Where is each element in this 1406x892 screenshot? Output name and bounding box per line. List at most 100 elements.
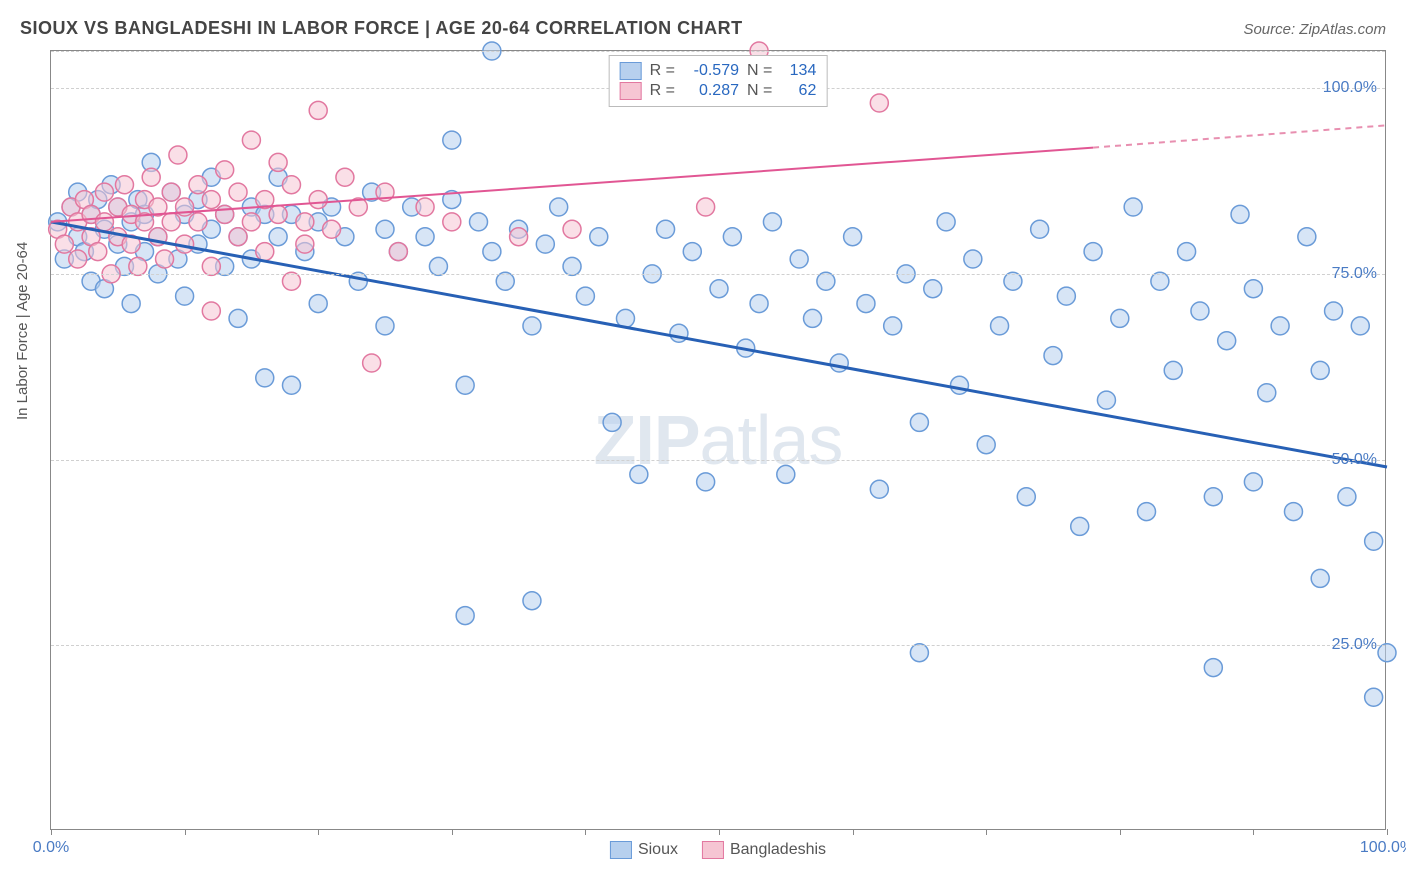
data-point bbox=[1244, 473, 1262, 491]
legend-series-label: Sioux bbox=[638, 841, 678, 859]
data-point bbox=[1325, 302, 1343, 320]
data-point bbox=[309, 191, 327, 209]
data-point bbox=[296, 235, 314, 253]
data-point bbox=[483, 243, 501, 261]
scatter-plot-svg bbox=[51, 51, 1385, 829]
data-point bbox=[870, 480, 888, 498]
gridline bbox=[51, 51, 1385, 52]
data-point bbox=[697, 473, 715, 491]
x-tick bbox=[51, 829, 52, 835]
data-point bbox=[1138, 503, 1156, 521]
chart-title: SIOUX VS BANGLADESHI IN LABOR FORCE | AG… bbox=[20, 18, 743, 39]
data-point bbox=[1204, 488, 1222, 506]
data-point bbox=[1057, 287, 1075, 305]
data-point bbox=[1084, 243, 1102, 261]
data-point bbox=[510, 228, 528, 246]
data-point bbox=[977, 436, 995, 454]
r-label: R = bbox=[650, 82, 675, 100]
data-point bbox=[470, 213, 488, 231]
data-point bbox=[1017, 488, 1035, 506]
n-label: N = bbox=[747, 62, 772, 80]
legend-series-item: Sioux bbox=[610, 841, 678, 859]
data-point bbox=[1231, 205, 1249, 223]
data-point bbox=[202, 257, 220, 275]
data-point bbox=[142, 168, 160, 186]
legend-series-item: Bangladeshis bbox=[702, 841, 826, 859]
data-point bbox=[950, 376, 968, 394]
data-point bbox=[723, 228, 741, 246]
data-point bbox=[750, 295, 768, 313]
chart-source: Source: ZipAtlas.com bbox=[1243, 21, 1386, 38]
data-point bbox=[189, 213, 207, 231]
data-point bbox=[269, 228, 287, 246]
data-point bbox=[95, 213, 113, 231]
data-point bbox=[844, 228, 862, 246]
x-tick bbox=[853, 829, 854, 835]
x-tick bbox=[1387, 829, 1388, 835]
data-point bbox=[389, 243, 407, 261]
data-point bbox=[1311, 569, 1329, 587]
data-point bbox=[1271, 317, 1289, 335]
data-point bbox=[55, 235, 73, 253]
data-point bbox=[89, 243, 107, 261]
data-point bbox=[1191, 302, 1209, 320]
data-point bbox=[349, 272, 367, 290]
data-point bbox=[657, 220, 675, 238]
data-point bbox=[884, 317, 902, 335]
data-point bbox=[229, 228, 247, 246]
data-point bbox=[256, 369, 274, 387]
x-tick bbox=[986, 829, 987, 835]
x-tick bbox=[585, 829, 586, 835]
n-value: 134 bbox=[780, 62, 816, 80]
data-point bbox=[1031, 220, 1049, 238]
data-point bbox=[169, 146, 187, 164]
gridline bbox=[51, 460, 1385, 461]
data-point bbox=[870, 94, 888, 112]
data-point bbox=[523, 317, 541, 335]
data-point bbox=[309, 101, 327, 119]
data-point bbox=[162, 183, 180, 201]
data-point bbox=[830, 354, 848, 372]
legend-series: Sioux Bangladeshis bbox=[610, 841, 826, 859]
legend-correlation-row: R =0.287N =62 bbox=[620, 82, 817, 100]
x-tick bbox=[318, 829, 319, 835]
data-point bbox=[1378, 644, 1396, 662]
data-point bbox=[1244, 280, 1262, 298]
data-point bbox=[336, 168, 354, 186]
r-value: -0.579 bbox=[683, 62, 739, 80]
y-tick-label: 25.0% bbox=[1332, 636, 1377, 654]
data-point bbox=[563, 220, 581, 238]
x-tick-label: 100.0% bbox=[1360, 839, 1406, 857]
data-point bbox=[590, 228, 608, 246]
data-point bbox=[443, 131, 461, 149]
data-point bbox=[924, 280, 942, 298]
data-point bbox=[1111, 309, 1129, 327]
legend-swatch bbox=[620, 82, 642, 100]
data-point bbox=[790, 250, 808, 268]
data-point bbox=[416, 198, 434, 216]
data-point bbox=[1097, 391, 1115, 409]
data-point bbox=[1258, 384, 1276, 402]
data-point bbox=[496, 272, 514, 290]
data-point bbox=[1218, 332, 1236, 350]
data-point bbox=[1338, 488, 1356, 506]
data-point bbox=[115, 176, 133, 194]
data-point bbox=[282, 376, 300, 394]
data-point bbox=[777, 465, 795, 483]
data-point bbox=[1178, 243, 1196, 261]
n-label: N = bbox=[747, 82, 772, 100]
data-point bbox=[416, 228, 434, 246]
n-value: 62 bbox=[780, 82, 816, 100]
data-point bbox=[129, 257, 147, 275]
data-point bbox=[857, 295, 875, 313]
data-point bbox=[1311, 361, 1329, 379]
data-point bbox=[697, 198, 715, 216]
data-point bbox=[523, 592, 541, 610]
data-point bbox=[456, 376, 474, 394]
data-point bbox=[376, 220, 394, 238]
data-point bbox=[563, 257, 581, 275]
data-point bbox=[269, 205, 287, 223]
data-point bbox=[189, 176, 207, 194]
data-point bbox=[576, 287, 594, 305]
legend-correlation-box: R =-0.579N =134R =0.287N =62 bbox=[609, 55, 828, 107]
